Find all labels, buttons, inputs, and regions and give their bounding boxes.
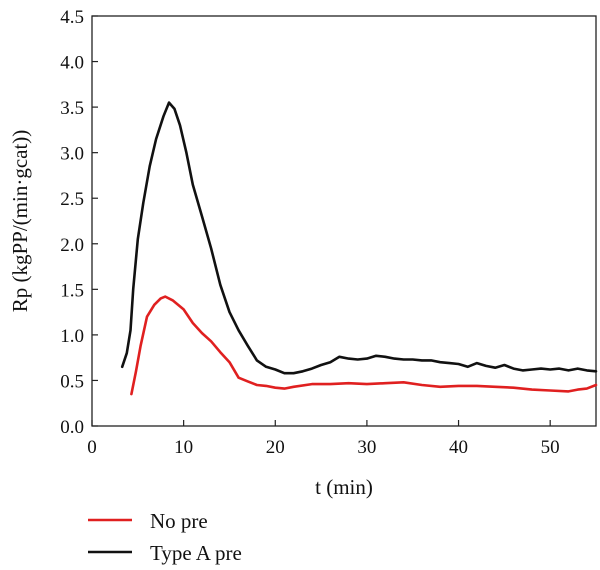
y-tick-label: 4.0 (60, 53, 84, 74)
plot-border (91, 15, 597, 427)
x-tick-label: 20 (266, 437, 285, 458)
x-axis: 0 10 20 30 40 50 (87, 420, 560, 458)
x-axis-title: t (min) (315, 475, 373, 499)
x-tick-label: 40 (449, 437, 468, 458)
y-tick-label: 1.5 (60, 280, 84, 301)
y-tick-label: 1.0 (60, 326, 84, 347)
series-line-type-a-pre (120, 101, 598, 375)
y-tick-label: 2.0 (60, 235, 84, 256)
y-tick-label: 2.5 (60, 189, 84, 210)
plot-frame (91, 15, 597, 427)
legend-label: No pre (150, 509, 208, 533)
x-tick-label: 30 (357, 437, 376, 458)
x-tick-label: 10 (174, 437, 193, 458)
y-tick-label: 3.5 (60, 98, 84, 119)
series-layer (120, 101, 598, 396)
series-line-no-pre (130, 295, 598, 396)
x-tick-label: 0 (87, 437, 97, 458)
legend: No pre Type A pre (88, 509, 242, 565)
y-axis: 0.0 0.5 1.0 1.5 2.0 2.5 3.0 3.5 4.0 4.5 (60, 7, 98, 438)
x-tick-label: 50 (541, 437, 560, 458)
legend-label: Type A pre (150, 541, 242, 565)
y-tick-label: 0.5 (60, 371, 84, 392)
y-axis-title: Rp (kgPP/(min·gcat)) (8, 130, 32, 313)
y-tick-label: 3.0 (60, 144, 84, 165)
y-tick-label: 4.5 (60, 7, 84, 28)
y-tick-label: 0.0 (60, 417, 84, 438)
